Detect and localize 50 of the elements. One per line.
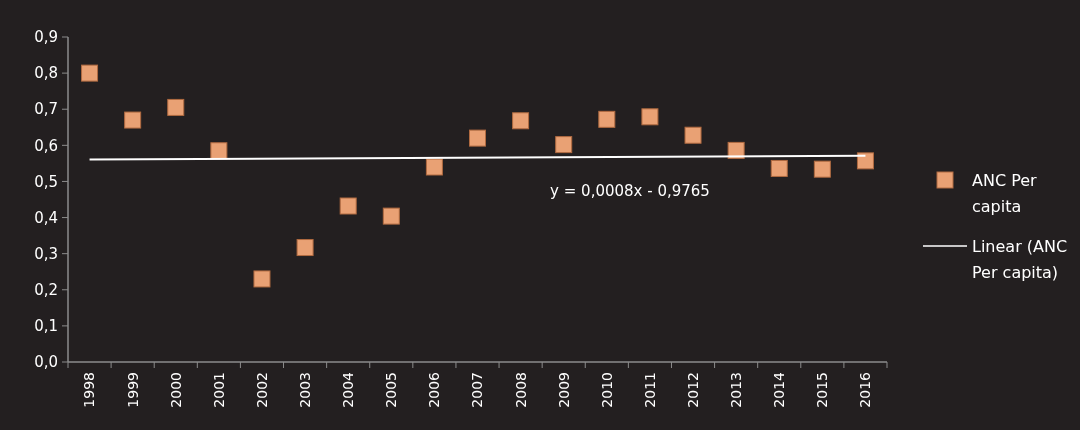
y-tick-label: 0,4	[34, 208, 58, 227]
y-tick-label: 0,3	[34, 244, 58, 263]
y-tick-label: 0,6	[34, 136, 58, 155]
point	[684, 126, 702, 144]
point	[382, 207, 400, 225]
point	[124, 111, 142, 129]
y-tick-label: 0,0	[34, 353, 58, 372]
point	[469, 129, 486, 147]
point	[296, 239, 314, 257]
x-tick-label: 2004	[340, 371, 357, 408]
x-tick-label: 2002	[253, 372, 270, 408]
x-tick-label: 2015	[814, 372, 831, 408]
x-tick-label: 2014	[771, 371, 788, 408]
point	[81, 64, 99, 82]
y-tick-label: 0,7	[34, 100, 58, 119]
point	[167, 98, 185, 116]
y-tick-label: 0,1	[34, 317, 58, 336]
x-tick-label: 1998	[81, 372, 98, 408]
x-tick-label: 2016	[857, 371, 874, 408]
point	[856, 152, 874, 170]
point	[770, 159, 788, 177]
y-tick-label: 0,5	[34, 172, 58, 191]
annotation: y = 0,0008x - 0,9765	[550, 182, 710, 200]
x-tick-label: 2000	[167, 372, 184, 408]
x-tick-label: 2012	[684, 372, 701, 408]
y-tick-label: 0,9	[34, 28, 58, 47]
point	[339, 197, 357, 215]
x-tick-label: 2007	[469, 372, 486, 408]
x-tick-label: 2001	[210, 372, 227, 408]
x-tick-label: 2008	[512, 372, 529, 408]
point	[598, 110, 616, 128]
y-tick-label: 0,2	[34, 281, 58, 300]
point	[210, 142, 228, 160]
point	[813, 160, 831, 178]
x-tick-label: 2009	[555, 372, 572, 408]
point	[425, 158, 443, 176]
y-tick-label: 0,8	[34, 64, 58, 83]
x-tick-label: 2005	[383, 372, 400, 408]
x-tick-label: 2003	[296, 372, 313, 408]
x-tick-label: 2011	[641, 372, 658, 408]
point	[253, 270, 271, 288]
point	[512, 112, 530, 130]
x-tick-label: 2006	[426, 371, 443, 408]
x-tick-label: 2013	[728, 372, 745, 408]
x-tick-label: 2010	[598, 372, 615, 408]
x-tick-label: 1999	[124, 372, 141, 408]
point	[641, 108, 659, 126]
legend-label: Linear (ANC Per capita)	[972, 237, 1068, 282]
legend-label: ANC Per capita	[972, 171, 1038, 216]
point	[555, 136, 573, 154]
